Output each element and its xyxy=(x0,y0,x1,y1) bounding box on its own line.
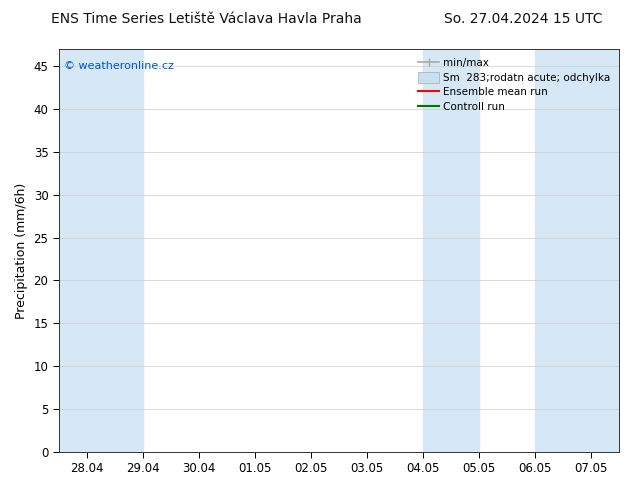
Y-axis label: Precipitation (mm/6h): Precipitation (mm/6h) xyxy=(15,182,28,318)
Bar xyxy=(59,49,143,452)
Text: So. 27.04.2024 15 UTC: So. 27.04.2024 15 UTC xyxy=(444,12,602,26)
Text: © weatheronline.cz: © weatheronline.cz xyxy=(65,61,174,72)
Bar xyxy=(423,49,479,452)
Text: ENS Time Series Letiště Václava Havla Praha: ENS Time Series Letiště Václava Havla Pr… xyxy=(51,12,361,26)
Legend: min/max, Sm  283;rodatn acute; odchylka, Ensemble mean run, Controll run: min/max, Sm 283;rodatn acute; odchylka, … xyxy=(415,54,614,115)
Bar xyxy=(535,49,619,452)
